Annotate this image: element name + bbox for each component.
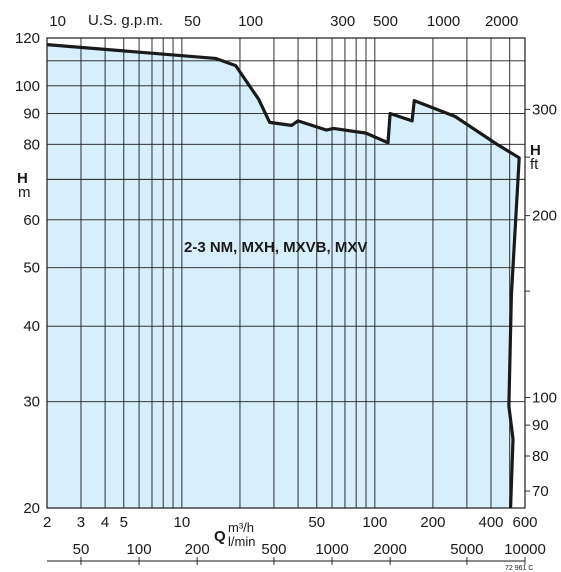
x-axis-unit-m3h: m³/h (228, 520, 254, 535)
envelope-fill (47, 44, 520, 508)
y-right-axis-label: H (530, 142, 541, 159)
x-lmin-tick-label: 100 (127, 541, 152, 558)
x-top-tick-label: 500 (373, 13, 398, 30)
x-axis-label: Q (214, 528, 226, 545)
y-right-tick-label: 300 (532, 101, 557, 118)
x-lmin-tick-label: 200 (185, 541, 210, 558)
y-right-axis-unit: ft (530, 156, 539, 173)
x-top-tick-label: 50 (184, 13, 201, 30)
x-bottom-tick-label: 5 (120, 514, 128, 531)
x-bottom-tick-label: 50 (308, 514, 325, 531)
envelope-area (47, 44, 520, 508)
x-bottom-tick-label: 4 (101, 514, 109, 531)
x-top-tick-label: 300 (330, 13, 355, 30)
x-top-tick-label: 10 (49, 13, 66, 30)
y-left-tick-label: 20 (23, 500, 40, 517)
x-bottom-tick-label: 100 (362, 514, 387, 531)
x-bottom-tick-label: 10 (174, 514, 191, 531)
envelope-curve (46, 43, 521, 509)
y-left-tick-label: 60 (23, 212, 40, 229)
y-left-tick-label: 90 (23, 105, 40, 122)
x-bottom-tick-label: 600 (512, 514, 537, 531)
y-left-tick-label: 40 (23, 318, 40, 335)
x-top-axis-unit: U.S. g.p.m. (88, 12, 163, 29)
envelope-line (46, 43, 521, 509)
y-right-tick-label: 90 (532, 417, 549, 434)
x-axis-unit-lmin: l/min (228, 534, 255, 549)
y-left-tick-label: 100 (15, 78, 40, 95)
y-right-tick-label: 80 (532, 448, 549, 465)
x-lmin-tick-label: 500 (261, 541, 286, 558)
y-left-tick-label: 30 (23, 394, 40, 411)
y-left-tick-label: 50 (23, 260, 40, 277)
x-lmin-tick-label: 1000 (315, 541, 348, 558)
plot-frame (46, 37, 526, 509)
x-bottom-tick-label: 400 (479, 514, 504, 531)
y-left-tick-label: 80 (23, 136, 40, 153)
y-right-tick-label: 200 (532, 208, 557, 225)
x-lmin-tick-label: 2000 (373, 541, 406, 558)
y-left-tick-label: 120 (15, 30, 40, 47)
x-top-tick-label: 2000 (485, 13, 518, 30)
figure-code: 72 961 C (505, 565, 533, 572)
x-bottom-tick-label: 2 (43, 514, 51, 531)
y-right-tick-label: 70 (532, 483, 549, 500)
tick-labels: 120 100 90 80 60 50 40 30 20 300 200 100 90 80 70 2 3 4 5 1… (15, 13, 557, 565)
x-lmin-tick-label: 50 (73, 541, 90, 558)
grid (47, 38, 525, 508)
x-top-tick-label: 100 (238, 13, 263, 30)
x-lmin-tick-label: 5000 (450, 541, 483, 558)
x-bottom-tick-label: 200 (420, 514, 445, 531)
y-right-tick-label: 100 (532, 389, 557, 406)
y-left-axis-label: H (17, 170, 28, 187)
x-lmin-tick-label: 10000 (504, 541, 546, 558)
chart-title: 2-3 NM, MXH, MXVB, MXV (184, 239, 367, 256)
x-bottom-tick-label: 3 (77, 514, 85, 531)
y-left-axis-unit: m (18, 184, 31, 201)
x-top-tick-label: 1000 (427, 13, 460, 30)
